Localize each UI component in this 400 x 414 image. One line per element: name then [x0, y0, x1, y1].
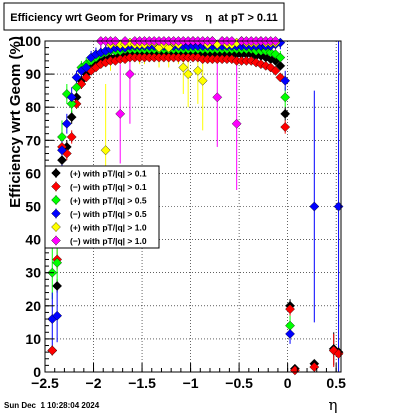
x-tick-label: −1 — [183, 375, 199, 391]
legend-marker — [51, 235, 61, 246]
y-tick-label: 30 — [25, 265, 41, 281]
legend-label: (+) with pT/|q| > 0.5 — [70, 196, 147, 206]
data-point — [61, 118, 72, 129]
data-point — [178, 62, 189, 73]
data-point — [81, 62, 92, 73]
y-tick-label: 70 — [25, 132, 41, 148]
x-tick-labels: −2.5 −2 −1.5 −1 −0.5 0 0.5 — [31, 375, 346, 391]
y-tick-labels: 0 10 20 30 40 50 60 70 80 90 100 — [18, 33, 42, 380]
chart-title: Efficiency wrt Geom for Primary vs η at … — [10, 12, 277, 24]
data-point — [270, 65, 281, 76]
data-point — [100, 145, 111, 156]
y-tick-label: 0 — [33, 364, 41, 380]
data-point — [57, 132, 67, 142]
y-axis-label: Efficiency wrt Geom (%) — [7, 36, 24, 208]
data-point — [81, 72, 92, 83]
data-point — [163, 42, 174, 53]
data-point — [57, 155, 67, 166]
data-point — [285, 329, 295, 339]
y-tick-label: 10 — [25, 331, 41, 347]
data-point — [270, 49, 281, 60]
legend-marker — [51, 168, 61, 178]
legend-label: (−) with pT/|q| > 0.5 — [70, 209, 147, 219]
title-box — [3, 2, 285, 31]
x-tick-label: −1.5 — [128, 375, 156, 391]
legend-label: (+) with pT/|q| > 1.0 — [70, 223, 147, 233]
data-point — [66, 99, 77, 109]
data-point — [66, 112, 77, 123]
data-point — [280, 75, 291, 86]
data-point — [115, 108, 126, 119]
x-tick-label: −2 — [86, 375, 102, 391]
y-tick-label: 80 — [25, 99, 41, 115]
data-point — [183, 69, 194, 79]
legend: (+) with pT/|q| > 0.1 (−) with pT/|q| > 0… — [51, 168, 147, 246]
legend-marker — [51, 195, 61, 205]
data-point — [275, 60, 286, 71]
data-point — [52, 257, 63, 268]
legend-label: (+) with pT/|q| > 0.1 — [70, 169, 147, 179]
x-tick-label: −2.5 — [31, 375, 59, 391]
y-tick-label: 60 — [25, 165, 41, 181]
y-tick-label: 100 — [18, 33, 42, 49]
data-point — [197, 75, 208, 86]
data-point — [256, 59, 266, 70]
data-point — [290, 365, 300, 376]
data-point — [71, 82, 82, 93]
legend-marker — [51, 181, 61, 192]
legend-box — [44, 165, 160, 249]
data-point — [52, 310, 63, 321]
y-tick-label: 50 — [25, 199, 41, 215]
legend-label: (−) with pT/|q| > 1.0 — [70, 236, 147, 246]
legend-label: (−) with pT/|q| > 0.1 — [70, 182, 147, 192]
data-point — [71, 72, 82, 83]
legend-marker — [51, 208, 61, 219]
data-point — [66, 132, 77, 142]
data-point — [52, 281, 63, 291]
data-point — [275, 72, 286, 83]
data-point — [309, 201, 320, 212]
data-markers — [47, 36, 344, 376]
data-point — [280, 92, 291, 103]
data-point — [280, 108, 291, 119]
data-point — [333, 201, 344, 212]
y-tick-label: 20 — [25, 298, 41, 314]
legend-marker — [51, 222, 61, 232]
data-point — [275, 52, 286, 63]
data-point — [47, 345, 58, 356]
data-point — [285, 304, 295, 314]
x-axis-label: η — [329, 396, 338, 414]
x-tick-label: 0 — [284, 375, 292, 391]
data-point — [192, 65, 203, 76]
data-point — [333, 348, 344, 359]
data-point — [125, 69, 135, 79]
data-point — [57, 145, 67, 156]
x-tick-label: 0.5 — [326, 375, 346, 391]
timestamp: Sun Dec 1 10:28:04 2024 — [4, 401, 100, 410]
data-point — [285, 320, 295, 331]
data-point — [231, 118, 242, 129]
data-point — [280, 122, 291, 132]
x-tick-label: −0.5 — [225, 375, 253, 391]
data-point — [66, 92, 77, 103]
data-point — [212, 92, 223, 103]
y-tick-label: 90 — [25, 66, 41, 82]
y-tick-label: 40 — [25, 232, 41, 248]
